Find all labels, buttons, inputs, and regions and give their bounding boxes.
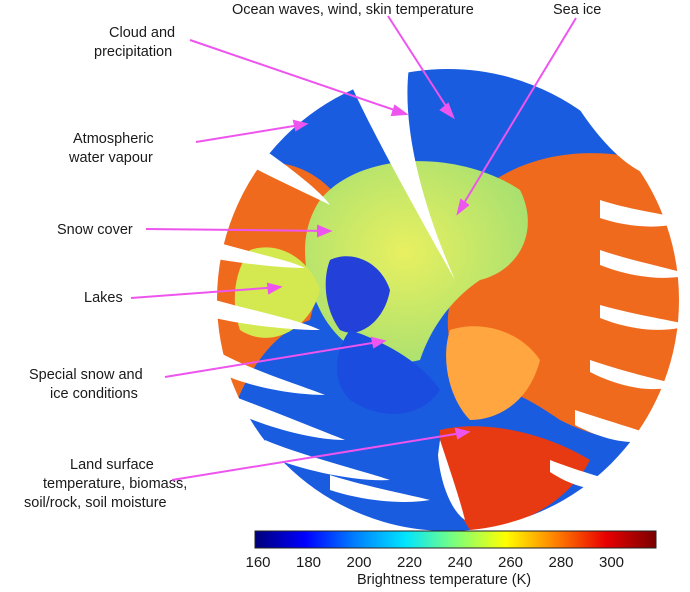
colorbar: 160 180 200 220 240 260 280 300 Brightness temp… — [245, 530, 657, 588]
colorbar-tick-label: 160 — [245, 554, 270, 571]
colorbar-ticks: 160 180 200 220 240 260 280 300 — [245, 554, 624, 571]
label-cloud-line1: Cloud and — [109, 25, 175, 41]
label-special-line2: ice conditions — [50, 386, 138, 402]
feature-labels: Ocean waves, wind, skin temperature Sea … — [24, 2, 601, 511]
label-land-line1: Land surface — [70, 457, 154, 473]
colorbar-tick-label: 240 — [447, 554, 472, 571]
label-vapour-line1: Atmospheric — [73, 131, 154, 147]
land-africa — [440, 426, 590, 530]
label-land-line2: temperature, biomass, — [43, 476, 187, 492]
pointer-arrows — [130, 15, 577, 481]
colorbar-title: Brightness temperature (K) — [357, 572, 531, 588]
colorbar-tick-label: 280 — [548, 554, 573, 571]
label-vapour-line2: water vapour — [68, 150, 153, 166]
europe-land — [446, 326, 540, 420]
colorbar-tick-label: 260 — [498, 554, 523, 571]
colorbar-gradient — [254, 530, 657, 549]
label-lakes: Lakes — [84, 290, 123, 306]
colorbar-tick-label: 180 — [296, 554, 321, 571]
north-atlantic — [336, 330, 440, 414]
label-cloud-line2: precipitation — [94, 44, 172, 60]
colorbar-tick-label: 300 — [599, 554, 624, 571]
label-land-line3: soil/rock, soil moisture — [24, 495, 167, 511]
globe-map — [215, 67, 681, 533]
label-ocean: Ocean waves, wind, skin temperature — [232, 2, 474, 18]
label-special-line1: Special snow and — [29, 367, 143, 383]
greenland-ocean — [325, 256, 390, 333]
colorbar-tick-label: 200 — [346, 554, 371, 571]
label-sea-ice: Sea ice — [553, 2, 601, 18]
label-snow: Snow cover — [57, 222, 133, 238]
colorbar-tick-label: 220 — [397, 554, 422, 571]
